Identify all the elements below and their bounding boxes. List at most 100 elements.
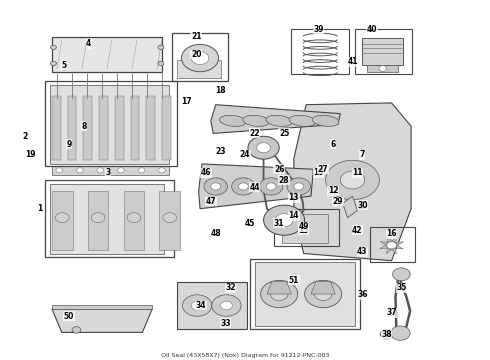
Bar (49, 184, 164, 253)
Polygon shape (340, 171, 365, 189)
Text: 37: 37 (386, 308, 397, 317)
Polygon shape (76, 168, 83, 173)
Polygon shape (387, 242, 396, 249)
Text: 41: 41 (347, 57, 358, 66)
Text: Oil Seal (43X58X7) (Nok) Diagram for 91212-PNC-003: Oil Seal (43X58X7) (Nok) Diagram for 912… (161, 352, 329, 357)
Bar (367, 64, 398, 72)
Text: 1: 1 (37, 204, 43, 213)
Text: 2: 2 (23, 132, 28, 141)
Text: 3: 3 (105, 168, 111, 177)
Ellipse shape (220, 115, 246, 126)
Text: 49: 49 (298, 222, 309, 231)
Polygon shape (261, 280, 298, 308)
Polygon shape (287, 178, 311, 195)
Text: 31: 31 (274, 219, 285, 228)
Polygon shape (181, 44, 219, 72)
Bar (52, 37, 162, 72)
Bar (274, 209, 339, 246)
Text: 14: 14 (289, 211, 299, 220)
Polygon shape (267, 282, 292, 294)
Polygon shape (315, 288, 332, 301)
Bar (250, 259, 360, 329)
Polygon shape (380, 329, 393, 339)
Bar (176, 282, 247, 329)
Polygon shape (204, 178, 227, 195)
Polygon shape (212, 295, 241, 316)
Bar (255, 262, 355, 326)
Text: 24: 24 (240, 150, 250, 159)
Text: 10: 10 (313, 168, 323, 177)
Text: 21: 21 (191, 32, 201, 41)
Polygon shape (163, 213, 176, 223)
Polygon shape (127, 213, 141, 223)
Polygon shape (97, 168, 104, 173)
Polygon shape (379, 66, 387, 71)
Polygon shape (158, 61, 164, 66)
Polygon shape (387, 248, 392, 254)
Bar (83, 96, 92, 160)
Text: 13: 13 (289, 193, 299, 202)
Bar (162, 96, 171, 160)
Text: 45: 45 (245, 219, 255, 228)
Polygon shape (392, 248, 396, 254)
Text: 43: 43 (357, 247, 368, 256)
Text: 42: 42 (352, 226, 363, 235)
Polygon shape (232, 178, 255, 195)
Ellipse shape (243, 115, 270, 126)
Polygon shape (220, 301, 232, 310)
Bar (355, 30, 412, 74)
Polygon shape (396, 246, 403, 249)
Bar (45, 180, 174, 257)
Polygon shape (72, 327, 81, 333)
Text: 5: 5 (62, 61, 67, 70)
Polygon shape (380, 242, 388, 245)
Bar (172, 33, 228, 81)
Polygon shape (270, 288, 288, 301)
Text: 22: 22 (249, 129, 260, 138)
Text: 4: 4 (86, 39, 91, 48)
Polygon shape (52, 309, 152, 332)
Polygon shape (311, 282, 335, 294)
Bar (49, 85, 169, 164)
Text: 34: 34 (196, 301, 206, 310)
Polygon shape (391, 326, 410, 340)
Bar (45, 81, 176, 166)
Text: 25: 25 (279, 129, 289, 138)
Polygon shape (326, 160, 379, 200)
Text: 18: 18 (215, 86, 226, 95)
Polygon shape (118, 168, 124, 173)
Text: 9: 9 (67, 140, 72, 149)
Polygon shape (392, 237, 396, 242)
Text: 15: 15 (298, 226, 309, 235)
Bar (88, 191, 108, 250)
Polygon shape (211, 183, 220, 190)
Text: 19: 19 (25, 150, 35, 159)
Polygon shape (264, 205, 305, 235)
Polygon shape (259, 178, 283, 195)
Text: 36: 36 (357, 290, 368, 299)
Polygon shape (294, 183, 304, 190)
Polygon shape (387, 237, 392, 242)
Bar (123, 191, 144, 250)
Bar (146, 96, 155, 160)
Text: 6: 6 (330, 140, 336, 149)
Text: 46: 46 (201, 168, 211, 177)
Text: 26: 26 (274, 165, 285, 174)
Polygon shape (248, 136, 279, 159)
Polygon shape (275, 214, 293, 226)
Bar (176, 60, 220, 78)
Ellipse shape (312, 115, 339, 126)
Polygon shape (396, 242, 403, 245)
Text: 27: 27 (318, 165, 328, 174)
Text: 28: 28 (279, 176, 290, 185)
Polygon shape (211, 105, 340, 134)
Bar (369, 227, 415, 262)
Polygon shape (158, 45, 164, 49)
Text: 17: 17 (181, 96, 192, 105)
Text: 29: 29 (333, 197, 343, 206)
Bar (115, 96, 123, 160)
Text: 7: 7 (360, 150, 365, 159)
Bar (159, 191, 180, 250)
Text: 48: 48 (210, 229, 221, 238)
Text: 12: 12 (328, 186, 338, 195)
